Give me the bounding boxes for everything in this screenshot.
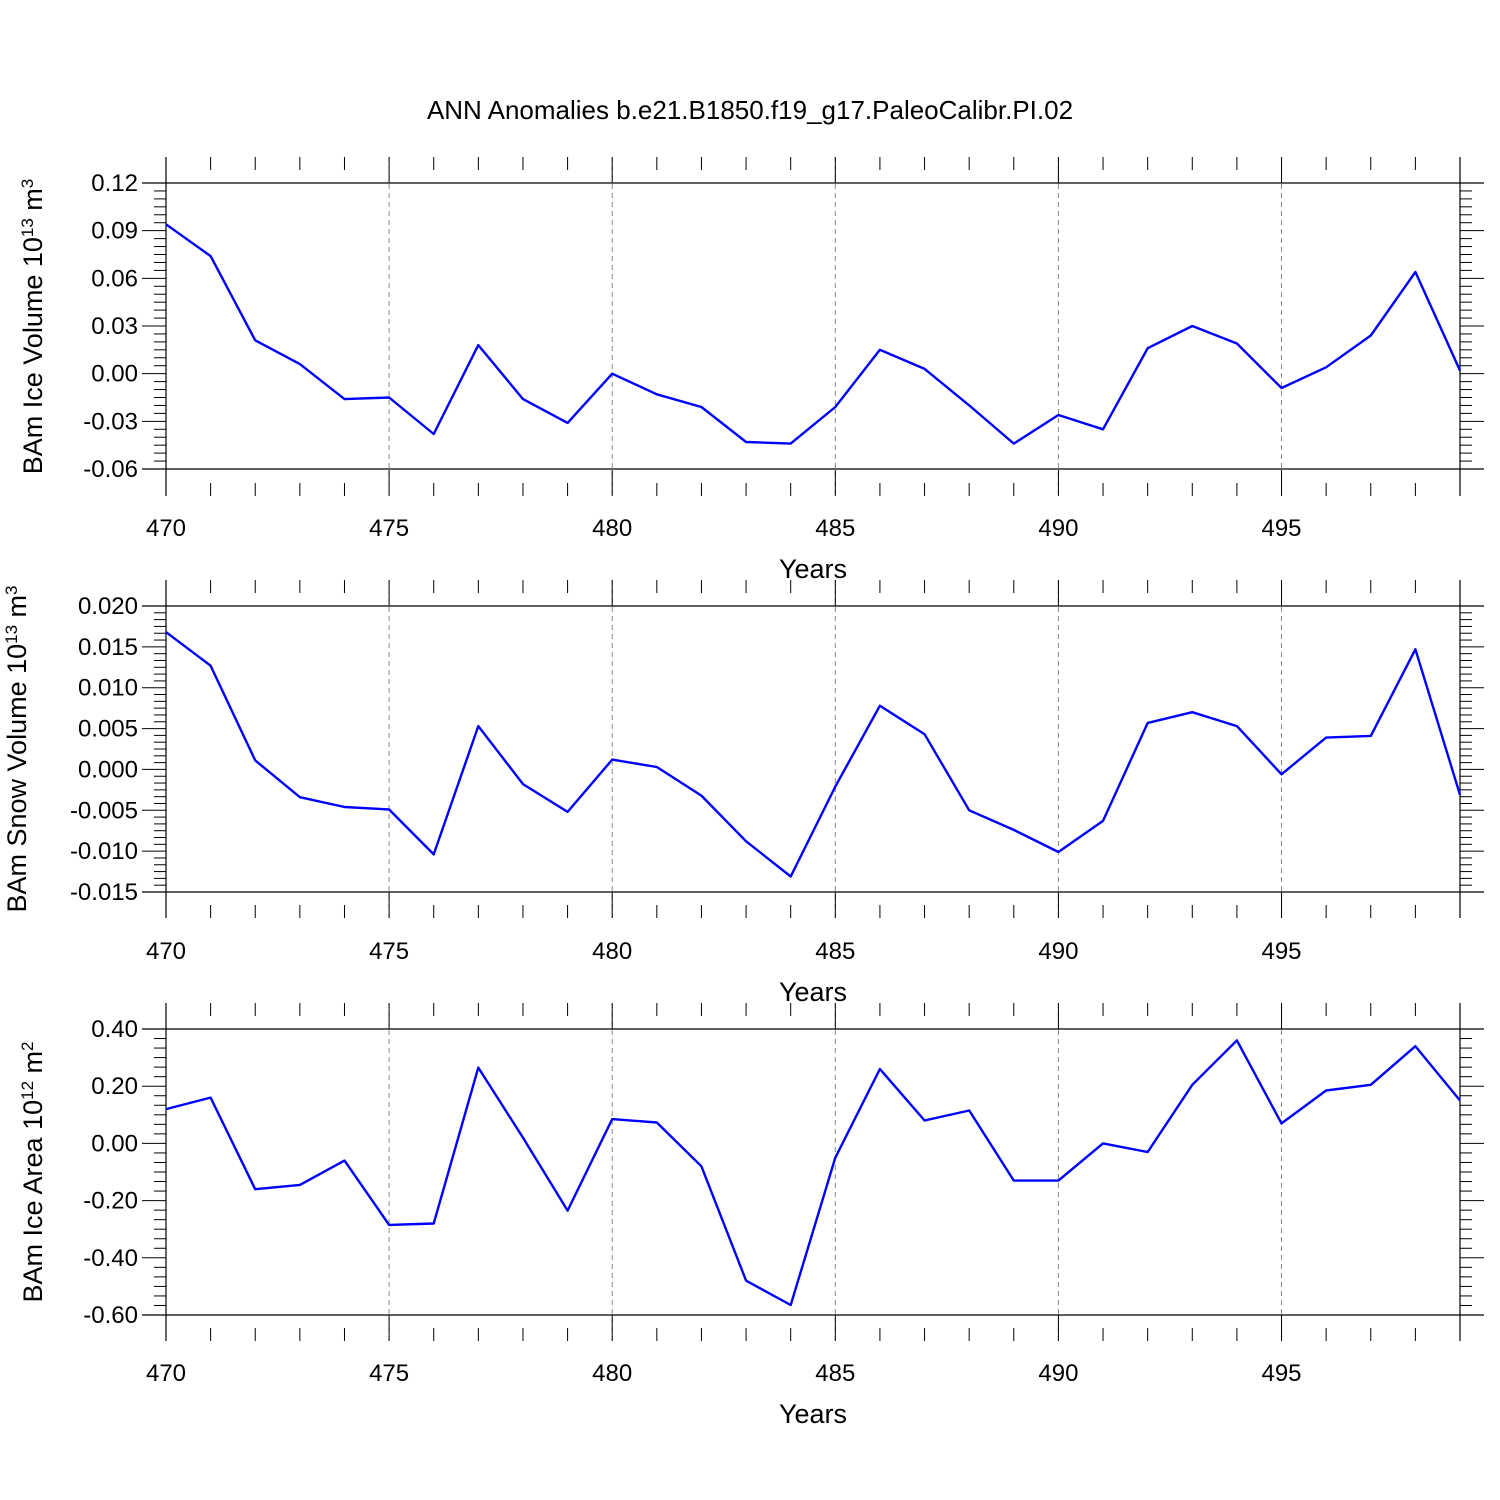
chart-panel-3: -0.60 -0.40 -0.20 0.00 0.20 0.40 470 475 480 485 4…: [18, 1003, 1484, 1429]
x-tick-label: 485: [815, 515, 855, 542]
y-tick-label: 0.40: [91, 1016, 138, 1043]
y-axis-label: BAm Snow Volume 1013 m3: [2, 585, 33, 912]
x-tick-label: 495: [1261, 1360, 1301, 1387]
y-axis-label: BAm Ice Volume 1013 m3: [18, 179, 49, 475]
chart-panel-1: -0.06 -0.03 0.00 0.03 0.06 0.09 0.12 470 475 480 4…: [18, 157, 1484, 584]
x-axis-label: Years: [779, 1399, 847, 1429]
y-tick-label: 0.06: [91, 265, 138, 292]
y-axis-label-superscript: 2: [18, 1042, 37, 1051]
x-axis-label: Years: [779, 977, 847, 1007]
y-tick-label: -0.20: [83, 1188, 138, 1215]
y-tick-label: 0.010: [78, 675, 138, 702]
chart-panel-2: -0.015 -0.010 -0.005 0.000 0.005 0.010 0.015 0.…: [2, 580, 1484, 1007]
y-axis-label: BAm Ice Area 1012 m2: [18, 1042, 49, 1303]
y-tick-label: 0.000: [78, 756, 138, 783]
y-tick-label: -0.40: [83, 1245, 138, 1272]
y-axis-label-superscript: 13: [18, 218, 37, 237]
x-tick-label: 470: [146, 515, 186, 542]
y-tick-label: 0.12: [91, 170, 138, 197]
x-tick-label: 495: [1261, 515, 1301, 542]
y-axis-label-text: BAm Ice Area 10: [18, 1100, 48, 1303]
y-tick-label: -0.005: [70, 797, 138, 824]
x-tick-label: 490: [1038, 515, 1078, 542]
y-axis-label-text: m: [2, 595, 32, 625]
y-tick-label: -0.60: [83, 1302, 138, 1329]
y-tick-label: -0.015: [70, 879, 138, 906]
y-tick-label: 0.005: [78, 716, 138, 743]
x-tick-label: 475: [369, 515, 409, 542]
x-tick-label: 470: [146, 1360, 186, 1387]
series-line: [165, 1039, 1461, 1307]
y-axis-label-text: BAm Ice Volume 10: [18, 237, 48, 474]
y-axis-label-superscript: 3: [2, 585, 21, 594]
y-tick-label: 0.00: [91, 1130, 138, 1157]
y-axis-label-superscript: 3: [18, 179, 37, 188]
y-tick-label: 0.020: [78, 593, 138, 620]
y-tick-label: -0.06: [83, 456, 138, 483]
x-axis-label: Years: [779, 554, 847, 584]
y-tick-label: -0.010: [70, 838, 138, 865]
x-tick-label: 480: [592, 1360, 632, 1387]
y-axis-label-superscript: 12: [18, 1081, 37, 1100]
x-tick-label: 490: [1038, 938, 1078, 965]
x-tick-label: 485: [815, 938, 855, 965]
y-tick-label: 0.03: [91, 313, 138, 340]
x-tick-label: 490: [1038, 1360, 1078, 1387]
series-line: [165, 223, 1462, 445]
y-axis-label-text: m: [18, 188, 48, 218]
x-tick-label: 470: [146, 938, 186, 965]
panels: -0.06 -0.03 0.00 0.03 0.06 0.09 0.12 470 475 480 4…: [2, 157, 1484, 1429]
y-axis-label-superscript: 13: [2, 625, 21, 644]
x-tick-label: 480: [592, 515, 632, 542]
figure-title: ANN Anomalies b.e21.B1850.f19_g17.PaleoC…: [427, 95, 1073, 125]
x-tick-label: 495: [1261, 938, 1301, 965]
y-tick-label: 0.09: [91, 218, 138, 245]
series-line: [165, 631, 1462, 878]
y-tick-label: 0.20: [91, 1073, 138, 1100]
x-tick-label: 475: [369, 1360, 409, 1387]
y-axis-label-text: m: [18, 1051, 48, 1081]
y-tick-label: -0.03: [83, 408, 138, 435]
y-axis-label-text: BAm Snow Volume 10: [2, 644, 32, 913]
x-tick-label: 480: [592, 938, 632, 965]
y-tick-label: 0.015: [78, 634, 138, 661]
y-tick-label: 0.00: [91, 361, 138, 388]
x-tick-label: 485: [815, 1360, 855, 1387]
x-tick-label: 475: [369, 938, 409, 965]
